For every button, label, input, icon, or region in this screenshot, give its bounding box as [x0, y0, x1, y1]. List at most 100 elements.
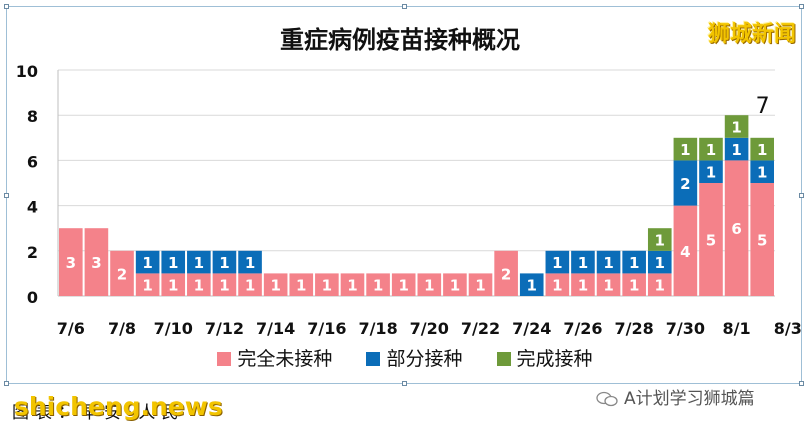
data-label: 1 — [655, 277, 665, 295]
resize-handle-bottom-right[interactable] — [799, 381, 804, 386]
wechat-account: A计划学习狮城篇 — [596, 384, 755, 409]
data-label: 1 — [475, 277, 485, 295]
x-tick-label: 7/18 — [358, 319, 397, 338]
resize-handle-top-right[interactable] — [799, 4, 804, 9]
bar-segment-partial — [571, 250, 595, 274]
resize-handle-bottom[interactable] — [402, 381, 407, 386]
x-tick-label: 7/10 — [154, 319, 193, 338]
bar-segment-unvaccinated — [417, 273, 442, 296]
bar-segment-partial — [238, 250, 262, 274]
bar-segment-unvaccinated — [571, 273, 595, 296]
data-label: 1 — [347, 277, 357, 295]
data-label: 1 — [706, 141, 716, 159]
data-label: 1 — [655, 254, 665, 272]
data-label: 1 — [424, 277, 434, 295]
bar-segment-unvaccinated — [622, 273, 646, 296]
data-label: 1 — [398, 277, 408, 295]
data-label: 1 — [757, 164, 767, 182]
resize-handle-bottom-left[interactable] — [4, 381, 9, 386]
bar-segment-unvaccinated — [443, 273, 467, 296]
bar-segment-unvaccinated — [673, 205, 698, 296]
y-tick-label: 4 — [27, 198, 38, 217]
data-label: 1 — [552, 277, 562, 295]
bar-segment-complete — [647, 228, 672, 251]
bar-segment-partial — [161, 250, 186, 274]
bar-segment-unvaccinated — [340, 273, 365, 296]
data-label: 1 — [168, 254, 178, 272]
x-tick-label: 7/14 — [256, 319, 295, 338]
legend: 完全未接种 部分接种 完成接种 — [0, 344, 810, 371]
data-label: 1 — [603, 254, 613, 272]
x-tick-label: 8/1 — [723, 319, 751, 338]
data-label: 1 — [373, 277, 383, 295]
bar-segment-unvaccinated — [315, 273, 339, 296]
bar-segment-unvaccinated — [545, 273, 570, 296]
data-label: 1 — [270, 277, 280, 295]
bar-segment-partial — [187, 250, 211, 274]
resize-handle-top-left[interactable] — [4, 4, 9, 9]
data-label: 2 — [680, 175, 690, 193]
data-label: 1 — [450, 277, 460, 295]
x-tick-label: 7/20 — [410, 319, 449, 338]
resize-handle-top[interactable] — [402, 4, 407, 9]
legend-label-unvaccinated: 完全未接种 — [237, 348, 333, 370]
bar-segment-complete — [724, 115, 749, 138]
resize-handle-right[interactable] — [799, 193, 804, 198]
data-label: 1 — [603, 277, 613, 295]
total-annotation: 7 — [756, 94, 770, 119]
bar-segment-partial — [647, 250, 672, 274]
chart-frame — [4, 4, 804, 386]
x-tick-label: 8/3 — [774, 319, 802, 338]
legend-label-complete: 完成接种 — [516, 348, 593, 370]
bar-segment-partial — [724, 137, 749, 161]
y-tick-label: 8 — [27, 107, 38, 126]
bar-segment-complete — [699, 137, 723, 161]
legend-label-partial: 部分接种 — [386, 348, 463, 370]
bars — [59, 115, 774, 296]
bar-segment-unvaccinated — [187, 273, 211, 296]
x-tick-label: 7/12 — [205, 319, 244, 338]
y-tick-label: 0 — [27, 288, 38, 307]
data-label: 1 — [578, 254, 588, 272]
legend-item-complete: 完成接种 — [496, 344, 593, 371]
bar-segment-unvaccinated — [289, 273, 314, 296]
bar-segment-partial — [673, 160, 698, 206]
bar-segment-unvaccinated — [263, 273, 288, 296]
bar-segment-partial — [135, 250, 160, 274]
bar-segment-partial — [750, 160, 774, 183]
x-tick-label: 7/24 — [512, 319, 551, 338]
legend-item-partial: 部分接种 — [366, 344, 463, 371]
bar-segment-unvaccinated — [391, 273, 416, 296]
y-tick-label: 6 — [27, 152, 38, 171]
data-label: 1 — [731, 141, 741, 159]
data-label: 5 — [706, 232, 716, 250]
bar-segment-unvaccinated — [494, 250, 518, 296]
x-tick-label: 7/26 — [563, 319, 602, 338]
y-tick-label: 10 — [16, 62, 38, 81]
bar-segment-unvaccinated — [647, 273, 672, 296]
chart-credit: 图表：早安·人民 — [12, 403, 185, 423]
bar-segment-complete — [750, 137, 774, 161]
data-label: 1 — [194, 254, 204, 272]
bar-segment-partial — [699, 160, 723, 183]
website-watermark: shicheng.news — [14, 392, 223, 421]
y-tick-label: 2 — [27, 243, 38, 262]
bar-segment-unvaccinated — [750, 183, 774, 296]
data-label: 1 — [219, 277, 229, 295]
data-label: 2 — [117, 265, 127, 283]
bar-segment-unvaccinated — [724, 160, 749, 296]
resize-handle-left[interactable] — [4, 193, 9, 198]
bar-segment-unvaccinated — [84, 228, 109, 296]
data-label: 3 — [91, 254, 101, 272]
bar-segment-unvaccinated — [110, 250, 134, 296]
wechat-account-name: A计划学习狮城篇 — [624, 389, 755, 409]
data-label: 1 — [142, 254, 152, 272]
data-label: 1 — [629, 254, 639, 272]
bar-segment-unvaccinated — [212, 273, 237, 296]
bar-segment-unvaccinated — [238, 273, 262, 296]
bar-segment-partial — [212, 250, 237, 274]
x-tick-label: 7/22 — [461, 319, 500, 338]
data-label: 3 — [66, 254, 76, 272]
